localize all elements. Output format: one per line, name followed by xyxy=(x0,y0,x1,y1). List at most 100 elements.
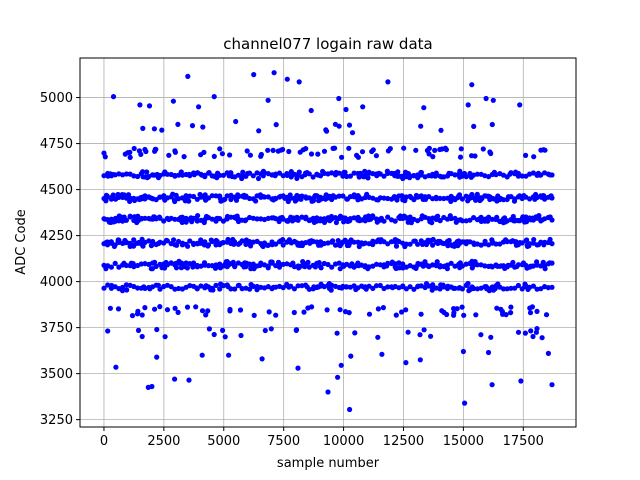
data-point xyxy=(217,216,223,222)
data-point xyxy=(265,147,271,153)
data-point xyxy=(291,286,297,292)
data-point xyxy=(142,174,148,180)
data-point xyxy=(336,242,342,248)
data-point xyxy=(164,238,170,244)
data-point xyxy=(123,262,129,269)
data-point xyxy=(124,287,130,293)
data-point xyxy=(135,308,141,314)
grid-lines xyxy=(80,58,576,427)
data-point xyxy=(407,193,413,199)
data-point xyxy=(131,237,137,243)
data-point xyxy=(228,240,234,247)
data-point xyxy=(162,334,168,340)
data-point xyxy=(482,263,488,269)
data-point xyxy=(351,239,357,245)
data-point xyxy=(430,242,436,248)
data-point xyxy=(112,242,118,248)
data-point xyxy=(430,196,436,202)
data-point xyxy=(213,237,219,244)
data-point xyxy=(330,145,336,151)
data-point xyxy=(195,213,201,219)
data-point xyxy=(347,173,353,179)
data-point xyxy=(519,286,525,292)
data-point xyxy=(261,194,268,200)
data-point xyxy=(426,194,432,200)
data-point xyxy=(284,239,290,245)
data-point xyxy=(317,216,324,222)
data-point xyxy=(206,326,212,332)
y-tick-label: 4250 xyxy=(40,229,73,244)
data-point xyxy=(295,365,301,371)
data-point xyxy=(166,152,172,158)
data-point xyxy=(493,241,499,247)
data-point xyxy=(448,193,454,199)
data-point xyxy=(328,287,334,293)
data-point xyxy=(342,169,348,175)
data-point xyxy=(549,382,555,388)
data-point xyxy=(508,285,514,291)
data-point xyxy=(480,146,486,152)
data-point xyxy=(172,376,178,382)
data-point xyxy=(417,357,423,363)
data-point xyxy=(405,329,411,335)
data-point xyxy=(399,309,405,315)
data-point xyxy=(377,262,383,268)
data-point xyxy=(187,193,193,199)
data-point xyxy=(127,214,133,220)
data-point xyxy=(336,193,342,199)
data-point xyxy=(490,97,496,103)
data-point xyxy=(401,145,407,151)
plot-frame xyxy=(79,57,577,428)
data-point xyxy=(375,306,381,312)
data-point xyxy=(332,121,338,127)
y-tick-label: 4750 xyxy=(40,137,73,152)
data-point xyxy=(228,214,234,220)
data-point xyxy=(284,218,290,224)
data-point xyxy=(527,196,533,202)
data-point xyxy=(545,350,552,356)
x-tick-label: 12500 xyxy=(383,434,424,449)
data-point xyxy=(185,73,191,79)
data-point xyxy=(262,327,268,334)
data-point xyxy=(308,107,314,114)
data-point xyxy=(379,351,385,357)
data-point xyxy=(366,241,372,247)
data-point xyxy=(324,307,330,313)
data-point xyxy=(504,286,510,292)
data-point xyxy=(123,171,129,177)
x-axis-ticks: 0 2500 5000 7500 10000 12500 15000 17500 xyxy=(100,427,544,449)
data-point xyxy=(483,95,489,102)
data-point xyxy=(140,125,146,131)
data-point xyxy=(315,151,321,157)
data-point xyxy=(534,242,540,248)
data-point xyxy=(247,152,253,158)
data-point xyxy=(149,172,156,178)
data-point xyxy=(164,215,170,221)
data-point xyxy=(429,220,435,226)
data-point xyxy=(268,326,274,332)
data-point xyxy=(149,241,156,247)
data-point xyxy=(459,196,465,202)
data-point xyxy=(325,282,331,288)
data-point xyxy=(148,266,154,272)
data-point xyxy=(360,104,366,110)
data-point xyxy=(297,149,303,155)
data-point xyxy=(270,147,276,153)
data-point xyxy=(444,311,450,318)
data-point xyxy=(471,285,477,292)
data-point xyxy=(258,153,264,159)
data-point xyxy=(107,305,113,311)
data-point xyxy=(362,173,368,179)
y-tick-label: 3500 xyxy=(40,367,73,382)
data-point xyxy=(333,219,339,226)
data-point xyxy=(439,308,445,314)
data-point xyxy=(500,197,507,203)
data-point xyxy=(273,122,279,128)
data-point xyxy=(228,261,234,267)
data-point xyxy=(472,153,478,159)
data-point xyxy=(459,304,465,310)
data-point xyxy=(340,193,346,199)
data-point xyxy=(276,264,283,270)
y-axis-label: ADC Code xyxy=(14,209,29,274)
data-point xyxy=(224,264,230,270)
